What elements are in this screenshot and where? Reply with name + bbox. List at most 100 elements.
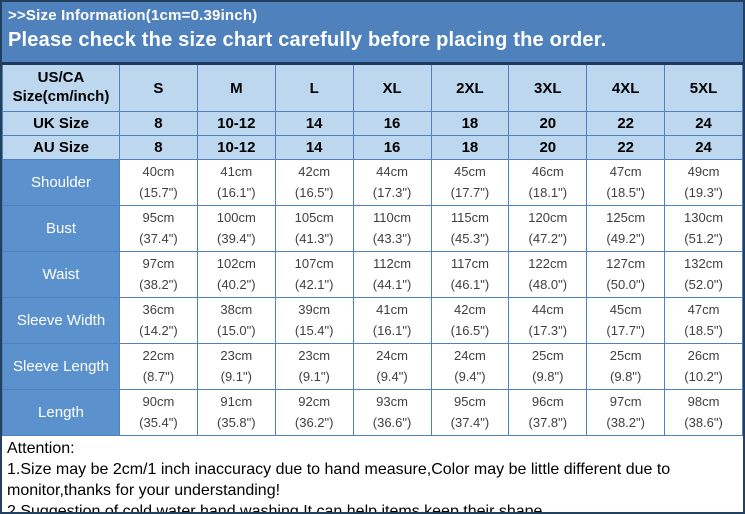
inch-value: (43.3") [372, 230, 412, 246]
measurement-cell: 25cm (9.8") [586, 343, 666, 390]
measurement-cell: 24cm (9.4") [352, 343, 432, 390]
measurement-label: Bust [2, 205, 120, 252]
cm-value: 120cm [528, 210, 568, 226]
inch-value: (35.4") [139, 414, 178, 430]
measurement-cell: 44cm (17.3") [508, 297, 588, 344]
size-system-row: UK Size 8 10-12 14 16 18 20 22 24 [2, 111, 743, 136]
measurement-cell: 105cm (41.3") [274, 205, 354, 252]
measurement-row: Waist 97cm (38.2") 102cm (40.2") 107cm (42.1")… [2, 251, 743, 298]
measurement-cell: 122cm (48.0") [508, 251, 588, 298]
size-value-cell: 18 [430, 135, 510, 160]
size-value-cell: 24 [664, 135, 743, 160]
inch-value: (38.2") [139, 276, 178, 292]
measurement-cell: 97cm (38.2") [586, 389, 666, 436]
size-column-header: M [196, 63, 276, 112]
cm-value: 93cm [376, 394, 408, 410]
inch-value: (17.7") [606, 322, 645, 338]
cm-value: 25cm [609, 348, 642, 364]
measurement-label: Length [2, 389, 120, 436]
measurement-cell: 107cm (42.1") [274, 251, 354, 298]
size-column-header: L [274, 63, 354, 112]
inch-value: (40.2") [217, 276, 256, 292]
inch-value: (52.0") [684, 276, 723, 292]
measurement-cell: 23cm (9.1") [274, 343, 354, 390]
size-value-cell: 10-12 [196, 111, 276, 136]
inch-value: (17.3") [528, 322, 568, 338]
inch-value: (9.8") [532, 368, 564, 384]
inch-value: (14.2") [139, 322, 178, 338]
measurement-cell: 92cm (36.2") [274, 389, 354, 436]
measurement-row: Sleeve Length 22cm (8.7") 23cm (9.1") 23cm (9.… [2, 343, 743, 390]
measurement-cell: 115cm (45.3") [430, 205, 510, 252]
cm-value: 25cm [531, 348, 564, 364]
cm-value: 107cm [294, 256, 334, 272]
inch-value: (49.2") [606, 230, 645, 246]
measurement-label: Sleeve Length [2, 343, 120, 390]
inch-value: (9.4") [376, 368, 408, 384]
measurement-label: Waist [2, 251, 120, 298]
cm-value: 47cm [687, 302, 720, 318]
cm-value: 115cm [450, 210, 489, 226]
size-header-row: US/CA Size(cm/inch) S M L XL 2XL 3XL 4XL 5XL [2, 63, 743, 112]
inch-value: (19.3") [684, 184, 723, 200]
attention-note-1: 1.Size may be 2cm/1 inch inaccuracy due … [7, 461, 671, 500]
measurement-cell: 90cm (35.4") [119, 389, 198, 436]
inch-value: (10.2") [684, 368, 723, 384]
inch-value: (36.6") [372, 414, 412, 430]
measurement-cell: 93cm (36.6") [352, 389, 432, 436]
cm-value: 110cm [373, 210, 412, 226]
measurement-cell: 91cm (35.8") [196, 389, 276, 436]
inch-value: (15.4") [294, 322, 334, 338]
measurement-cell: 98cm (38.6") [664, 389, 743, 436]
measurement-cell: 42cm (16.5") [274, 159, 354, 206]
measurement-cell: 22cm (8.7") [119, 343, 198, 390]
inch-value: (38.2") [606, 414, 645, 430]
measurement-cell: 102cm (40.2") [196, 251, 276, 298]
cm-value: 22cm [142, 348, 175, 364]
cm-value: 45cm [609, 302, 642, 318]
inch-value: (51.2") [684, 230, 723, 246]
inch-value: (37.8") [528, 414, 568, 430]
corner-header: US/CA Size(cm/inch) [2, 63, 120, 112]
cm-value: 44cm [376, 164, 408, 180]
measurement-cell: 47cm (18.5") [664, 297, 743, 344]
size-value-cell: 20 [508, 135, 588, 160]
size-column-header: 5XL [664, 63, 743, 112]
inch-value: (38.6") [684, 414, 723, 430]
measurement-cell: 40cm (15.7") [119, 159, 198, 206]
size-value-cell: 16 [352, 111, 432, 136]
measurement-cell: 120cm (47.2") [508, 205, 588, 252]
cm-value: 97cm [142, 256, 175, 272]
measurement-cell: 44cm (17.3") [352, 159, 432, 206]
size-value-cell: 24 [664, 111, 743, 136]
measurement-cell: 45cm (17.7") [586, 297, 666, 344]
measurement-label: Shoulder [2, 159, 120, 206]
measurement-label: Sleeve Width [2, 297, 120, 344]
cm-value: 117cm [450, 256, 489, 272]
cm-value: 47cm [609, 164, 642, 180]
cm-value: 44cm [531, 302, 564, 318]
cm-value: 38cm [220, 302, 253, 318]
measurement-cell: 39cm (15.4") [274, 297, 354, 344]
measurement-cell: 24cm (9.4") [430, 343, 510, 390]
inch-value: (35.8") [217, 414, 256, 430]
cm-value: 130cm [684, 210, 724, 226]
inch-value: (18.5") [606, 184, 645, 200]
measurement-cell: 38cm (15.0") [196, 297, 276, 344]
size-value-cell: 22 [586, 111, 666, 136]
inch-value: (18.5") [684, 322, 723, 338]
inch-value: (37.4") [450, 414, 490, 430]
inch-value: (15.0") [217, 322, 256, 338]
size-value-cell: 8 [119, 111, 198, 136]
measurement-cell: 41cm (16.1") [352, 297, 432, 344]
inch-value: (9.4") [454, 368, 486, 384]
measurement-cell: 46cm (18.1") [508, 159, 588, 206]
cm-value: 41cm [376, 302, 408, 318]
size-column-header: S [119, 63, 198, 112]
inch-value: (41.3") [294, 230, 334, 246]
cm-value: 98cm [687, 394, 720, 410]
cm-value: 24cm [454, 348, 486, 364]
cm-value: 102cm [216, 256, 256, 272]
measurement-row: Shoulder 40cm (15.7") 41cm (16.1") 42cm (16.5"… [2, 159, 743, 206]
size-info-banner: >>Size Information(1cm=0.39inch) Please … [2, 2, 743, 62]
